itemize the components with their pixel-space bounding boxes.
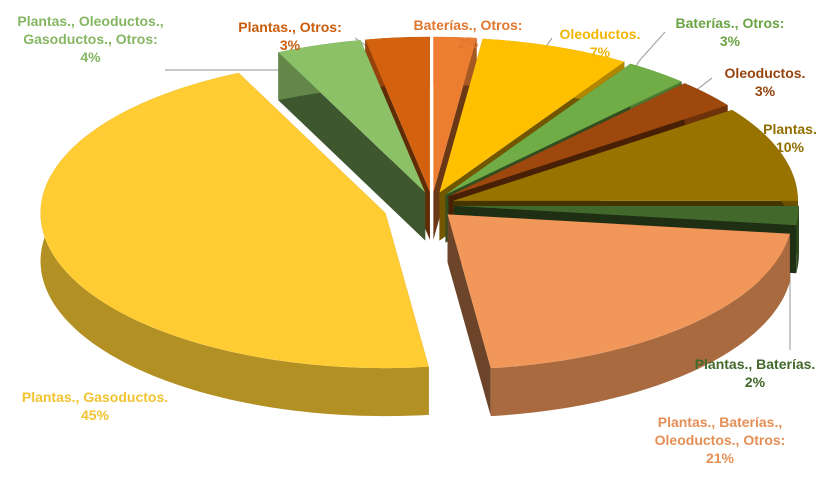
value-label: 7% xyxy=(589,44,611,60)
value-label: 3% xyxy=(754,83,776,99)
data-label: Plantas., Baterías., Oleoductos., Otros:… xyxy=(630,413,810,467)
category-label: Baterías., Otros: xyxy=(413,17,523,33)
data-label: Plantas., Baterías. 2% xyxy=(680,355,830,391)
value-label: 3% xyxy=(279,37,301,53)
slice xyxy=(453,205,799,226)
data-label: Oleoductos. 3% xyxy=(705,64,825,100)
category-label: Plantas., Gasoductos. xyxy=(21,389,169,405)
slice-wall xyxy=(40,72,429,417)
slice xyxy=(433,36,477,192)
value-label: 10% xyxy=(775,139,805,155)
data-label: Oleoductos. 7% xyxy=(545,25,655,61)
category-label: Plantas., Oleoductos., Gasoductos., Otro… xyxy=(17,13,164,47)
slice xyxy=(448,83,728,197)
value-label: 2% xyxy=(457,35,479,51)
value-label: 3% xyxy=(719,33,741,49)
category-label: Oleoductos. xyxy=(724,65,806,81)
slice xyxy=(452,109,798,201)
category-label: Plantas., Otros: xyxy=(238,19,342,35)
data-label: Baterías., Otros: 3% xyxy=(660,14,800,50)
category-label: Plantas. xyxy=(763,121,817,137)
category-label: Baterías., Otros: xyxy=(675,15,785,31)
slice-wall xyxy=(490,233,790,417)
slice xyxy=(365,36,430,192)
slice xyxy=(40,72,429,369)
value-label: 4% xyxy=(80,49,101,65)
slice xyxy=(278,40,426,193)
slice xyxy=(447,214,790,369)
data-label: Plantas., Otros: 3% xyxy=(225,18,355,54)
slice xyxy=(439,38,625,193)
value-label: 45% xyxy=(80,407,110,423)
data-label: Plantas., Oleoductos., Gasoductos., Otro… xyxy=(8,12,173,66)
category-label: Plantas., Baterías., Oleoductos., Otros: xyxy=(654,414,786,448)
data-label: Plantas. 10% xyxy=(740,120,833,156)
value-label: 21% xyxy=(705,450,735,466)
category-label: Plantas., Baterías. xyxy=(694,356,816,372)
value-label: 2% xyxy=(744,374,766,390)
slice-side xyxy=(278,52,426,241)
slice-side xyxy=(447,214,491,417)
data-label: Baterías., Otros: 2% xyxy=(408,16,528,52)
category-label: Oleoductos. xyxy=(559,26,641,42)
slice-wall xyxy=(796,205,799,274)
slice xyxy=(445,63,682,195)
data-label: Plantas., Gasoductos. 45% xyxy=(10,388,180,424)
